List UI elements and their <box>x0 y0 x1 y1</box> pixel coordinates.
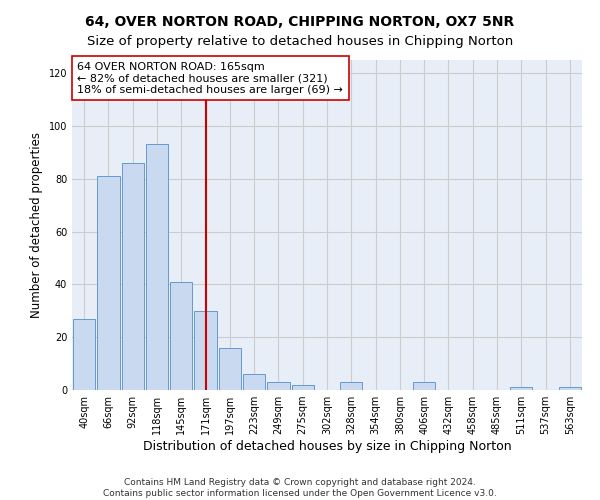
Bar <box>170 282 193 390</box>
Text: Size of property relative to detached houses in Chipping Norton: Size of property relative to detached ho… <box>87 35 513 48</box>
Bar <box>340 382 362 390</box>
Bar <box>243 374 265 390</box>
Y-axis label: Number of detached properties: Number of detached properties <box>30 132 43 318</box>
Bar <box>413 382 436 390</box>
Bar <box>559 388 581 390</box>
Bar <box>194 311 217 390</box>
Bar <box>292 384 314 390</box>
Bar <box>146 144 168 390</box>
X-axis label: Distribution of detached houses by size in Chipping Norton: Distribution of detached houses by size … <box>143 440 511 453</box>
Bar <box>267 382 290 390</box>
Text: 64, OVER NORTON ROAD, CHIPPING NORTON, OX7 5NR: 64, OVER NORTON ROAD, CHIPPING NORTON, O… <box>85 15 515 29</box>
Bar <box>218 348 241 390</box>
Text: 64 OVER NORTON ROAD: 165sqm
← 82% of detached houses are smaller (321)
18% of se: 64 OVER NORTON ROAD: 165sqm ← 82% of det… <box>77 62 343 95</box>
Text: Contains HM Land Registry data © Crown copyright and database right 2024.
Contai: Contains HM Land Registry data © Crown c… <box>103 478 497 498</box>
Bar <box>122 163 144 390</box>
Bar <box>97 176 119 390</box>
Bar <box>510 388 532 390</box>
Bar <box>73 318 95 390</box>
